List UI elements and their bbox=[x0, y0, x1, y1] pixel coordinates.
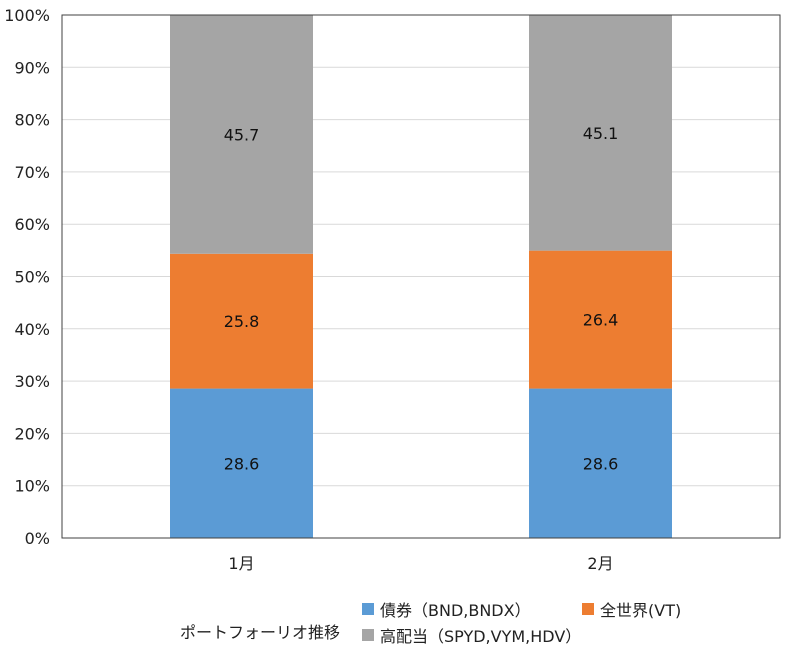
legend-label-world: 全世界(VT) bbox=[600, 601, 682, 620]
x-category-label: 1月 bbox=[228, 554, 254, 573]
data-label: 28.6 bbox=[224, 454, 260, 473]
bars bbox=[170, 15, 672, 538]
data-label: 25.8 bbox=[224, 312, 260, 331]
bar-segment bbox=[529, 15, 672, 251]
x-axis: 1月 2月 bbox=[228, 554, 613, 573]
legend-item-world: 全世界(VT) bbox=[582, 597, 681, 621]
x-category-label: 2月 bbox=[587, 554, 613, 573]
bar-segment bbox=[170, 388, 313, 538]
bar-segment bbox=[170, 15, 313, 254]
y-tick-label: 0% bbox=[25, 529, 50, 548]
data-labels: 28.6 25.8 45.7 28.6 26.4 45.1 bbox=[224, 124, 619, 473]
legend-swatch-world bbox=[582, 603, 594, 615]
legend-title: ポートフォーリオ推移 bbox=[180, 623, 341, 642]
data-label: 45.1 bbox=[583, 124, 619, 143]
data-label: 26.4 bbox=[583, 311, 619, 330]
y-tick-label: 30% bbox=[14, 372, 50, 391]
bar-segment bbox=[170, 253, 313, 389]
y-tick-label: 10% bbox=[14, 477, 50, 496]
bar-segment bbox=[529, 388, 672, 538]
y-tick-label: 100% bbox=[4, 6, 50, 25]
y-tick-label: 20% bbox=[14, 424, 50, 443]
data-label: 45.7 bbox=[224, 125, 260, 144]
y-tick-label: 80% bbox=[14, 111, 50, 130]
legend-label-high-dividend: 高配当（SPYD,VYM,HDV） bbox=[380, 627, 582, 646]
legend-swatch-bonds bbox=[362, 603, 374, 615]
legend-swatch-high-dividend bbox=[362, 629, 374, 641]
y-tick-label: 70% bbox=[14, 163, 50, 182]
plot-area-border bbox=[61, 14, 781, 539]
legend-label-bonds: 債券（BND,BNDX） bbox=[380, 601, 531, 620]
y-tick-label: 90% bbox=[14, 58, 50, 77]
bar-segment bbox=[529, 250, 672, 389]
y-axis: 0% 10% 20% 30% 40% 50% 60% 70% 80% 90% 100% bbox=[4, 6, 781, 548]
y-tick-label: 60% bbox=[14, 215, 50, 234]
legend-item-high-dividend: 高配当（SPYD,VYM,HDV） bbox=[362, 623, 581, 647]
legend-item-bonds: 債券（BND,BNDX） bbox=[362, 597, 531, 621]
gridlines bbox=[62, 14, 780, 539]
y-tick-label: 40% bbox=[14, 320, 50, 339]
data-label: 28.6 bbox=[583, 454, 619, 473]
y-tick-label: 50% bbox=[14, 268, 50, 287]
